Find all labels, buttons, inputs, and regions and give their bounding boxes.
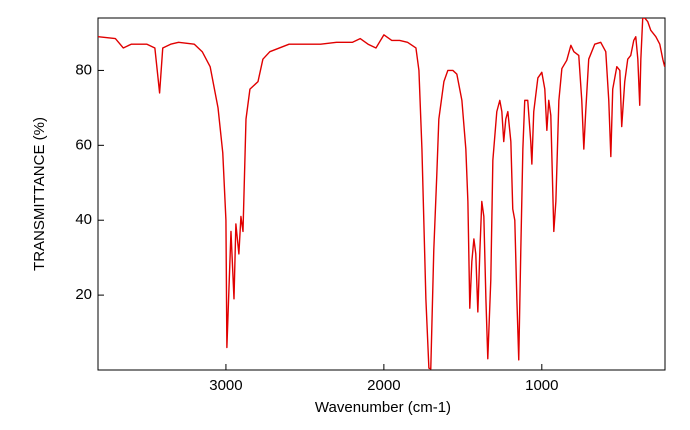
plot-frame (97, 17, 666, 371)
x-axis-label: Wavenumber (cm-1) (315, 399, 451, 416)
y-tick-label: 80 (75, 61, 92, 78)
x-tick-label: 3000 (209, 377, 242, 394)
spectrum-line (98, 18, 665, 370)
y-tick-label: 40 (75, 211, 92, 228)
y-tick-label: 60 (75, 136, 92, 153)
y-axis-label: TRANSMITTANCE (%) (31, 117, 48, 271)
y-tick-label: 20 (75, 286, 92, 303)
x-tick-label: 2000 (367, 377, 400, 394)
x-tick-label: 1000 (525, 377, 558, 394)
